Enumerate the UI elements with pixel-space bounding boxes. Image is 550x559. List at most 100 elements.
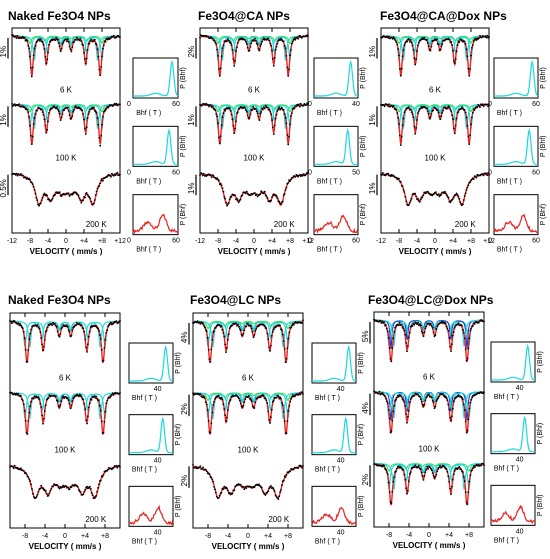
data-point bbox=[106, 469, 109, 472]
data-point bbox=[462, 475, 465, 478]
inset-tick-label: 0 bbox=[488, 169, 492, 176]
data-point bbox=[79, 491, 82, 493]
inset-tick-label: 60 bbox=[352, 238, 360, 245]
data-point bbox=[422, 479, 425, 481]
data-point bbox=[389, 358, 392, 360]
data-point bbox=[220, 55, 223, 58]
data-point bbox=[428, 322, 430, 325]
chart-panel: Fe3O4@CA@Dox NPs-12 -8 -4 0 +4 +8 +12VELOCITY … bbox=[368, 9, 547, 256]
data-point bbox=[199, 174, 201, 177]
data-point bbox=[86, 485, 88, 488]
data-point bbox=[234, 60, 237, 62]
data-point bbox=[270, 416, 272, 419]
data-point bbox=[287, 409, 290, 412]
data-point bbox=[418, 395, 421, 398]
data-point bbox=[222, 112, 225, 114]
data-point bbox=[241, 334, 244, 337]
data-point bbox=[225, 201, 228, 204]
data-point bbox=[82, 113, 84, 115]
data-point bbox=[423, 36, 426, 39]
data-point bbox=[467, 347, 470, 350]
data-point bbox=[237, 323, 239, 326]
data-point bbox=[271, 196, 273, 198]
data-point bbox=[397, 117, 399, 119]
data-point bbox=[222, 488, 225, 491]
data-point bbox=[206, 337, 209, 339]
panel-title: Fe3O4@LC NPs bbox=[190, 293, 281, 307]
data-point bbox=[51, 197, 54, 200]
x-axis-label: VELOCITY ( mm/s ) bbox=[393, 541, 466, 550]
data-point bbox=[283, 193, 286, 195]
temperature-label: 200 K bbox=[274, 220, 296, 229]
data-point bbox=[438, 115, 441, 118]
data-point bbox=[277, 498, 280, 500]
data-point bbox=[282, 411, 285, 413]
data-point bbox=[237, 201, 240, 204]
data-point bbox=[199, 393, 202, 395]
x-tick-label: +8 bbox=[101, 533, 109, 540]
temperature-label: 100 K bbox=[55, 445, 77, 454]
data-point bbox=[386, 473, 389, 476]
data-point bbox=[402, 469, 405, 471]
data-point bbox=[68, 45, 71, 48]
inset-tick-label: 40 bbox=[337, 386, 345, 393]
data-point bbox=[465, 48, 468, 50]
inset-tick-label: 0 bbox=[488, 101, 492, 108]
data-point bbox=[466, 357, 469, 360]
data-point bbox=[477, 322, 480, 324]
data-point bbox=[258, 49, 261, 52]
data-point bbox=[414, 132, 417, 135]
data-point bbox=[402, 399, 405, 402]
data-point bbox=[404, 333, 407, 336]
data-point bbox=[10, 320, 12, 323]
data-point bbox=[279, 324, 281, 327]
data-point bbox=[34, 324, 37, 326]
data-point bbox=[209, 36, 212, 38]
data-point bbox=[41, 41, 44, 44]
data-point bbox=[432, 331, 435, 334]
data-point bbox=[21, 174, 24, 177]
plot-frame bbox=[192, 312, 304, 529]
data-point bbox=[26, 433, 29, 435]
fit-line bbox=[200, 35, 308, 77]
data-point bbox=[251, 330, 254, 333]
inset-y-label: P (Bhf) bbox=[540, 136, 547, 158]
inset-x-label: Bhf ( T ) bbox=[317, 247, 342, 254]
data-point bbox=[404, 41, 407, 44]
data-point bbox=[440, 466, 443, 468]
data-point bbox=[293, 395, 296, 398]
data-point bbox=[93, 497, 96, 499]
data-point bbox=[408, 106, 410, 108]
data-point bbox=[82, 199, 84, 202]
data-point bbox=[100, 420, 103, 422]
data-point bbox=[301, 466, 303, 469]
x-tick-label: +12 bbox=[114, 238, 126, 245]
data-point bbox=[259, 45, 262, 47]
data-point bbox=[70, 50, 73, 53]
data-point bbox=[417, 44, 419, 47]
data-point bbox=[474, 37, 477, 40]
data-point bbox=[407, 409, 410, 412]
data-point bbox=[388, 417, 391, 420]
data-point bbox=[391, 347, 394, 349]
temperature-label: 100 K bbox=[425, 154, 447, 163]
data-point bbox=[265, 399, 268, 401]
x-tick-label: 0 bbox=[246, 533, 250, 540]
data-point bbox=[269, 349, 271, 352]
data-point bbox=[58, 191, 61, 194]
data-point bbox=[20, 467, 22, 470]
data-point bbox=[245, 43, 248, 45]
data-point bbox=[417, 466, 419, 468]
data-point bbox=[95, 395, 98, 398]
data-point bbox=[33, 189, 36, 191]
data-point bbox=[102, 179, 104, 182]
data-point bbox=[78, 39, 81, 42]
data-point bbox=[392, 410, 395, 413]
data-point bbox=[87, 343, 89, 346]
data-point bbox=[462, 398, 464, 400]
data-point bbox=[98, 404, 101, 407]
data-point bbox=[462, 331, 465, 334]
data-point bbox=[46, 326, 49, 329]
data-point bbox=[394, 39, 397, 42]
